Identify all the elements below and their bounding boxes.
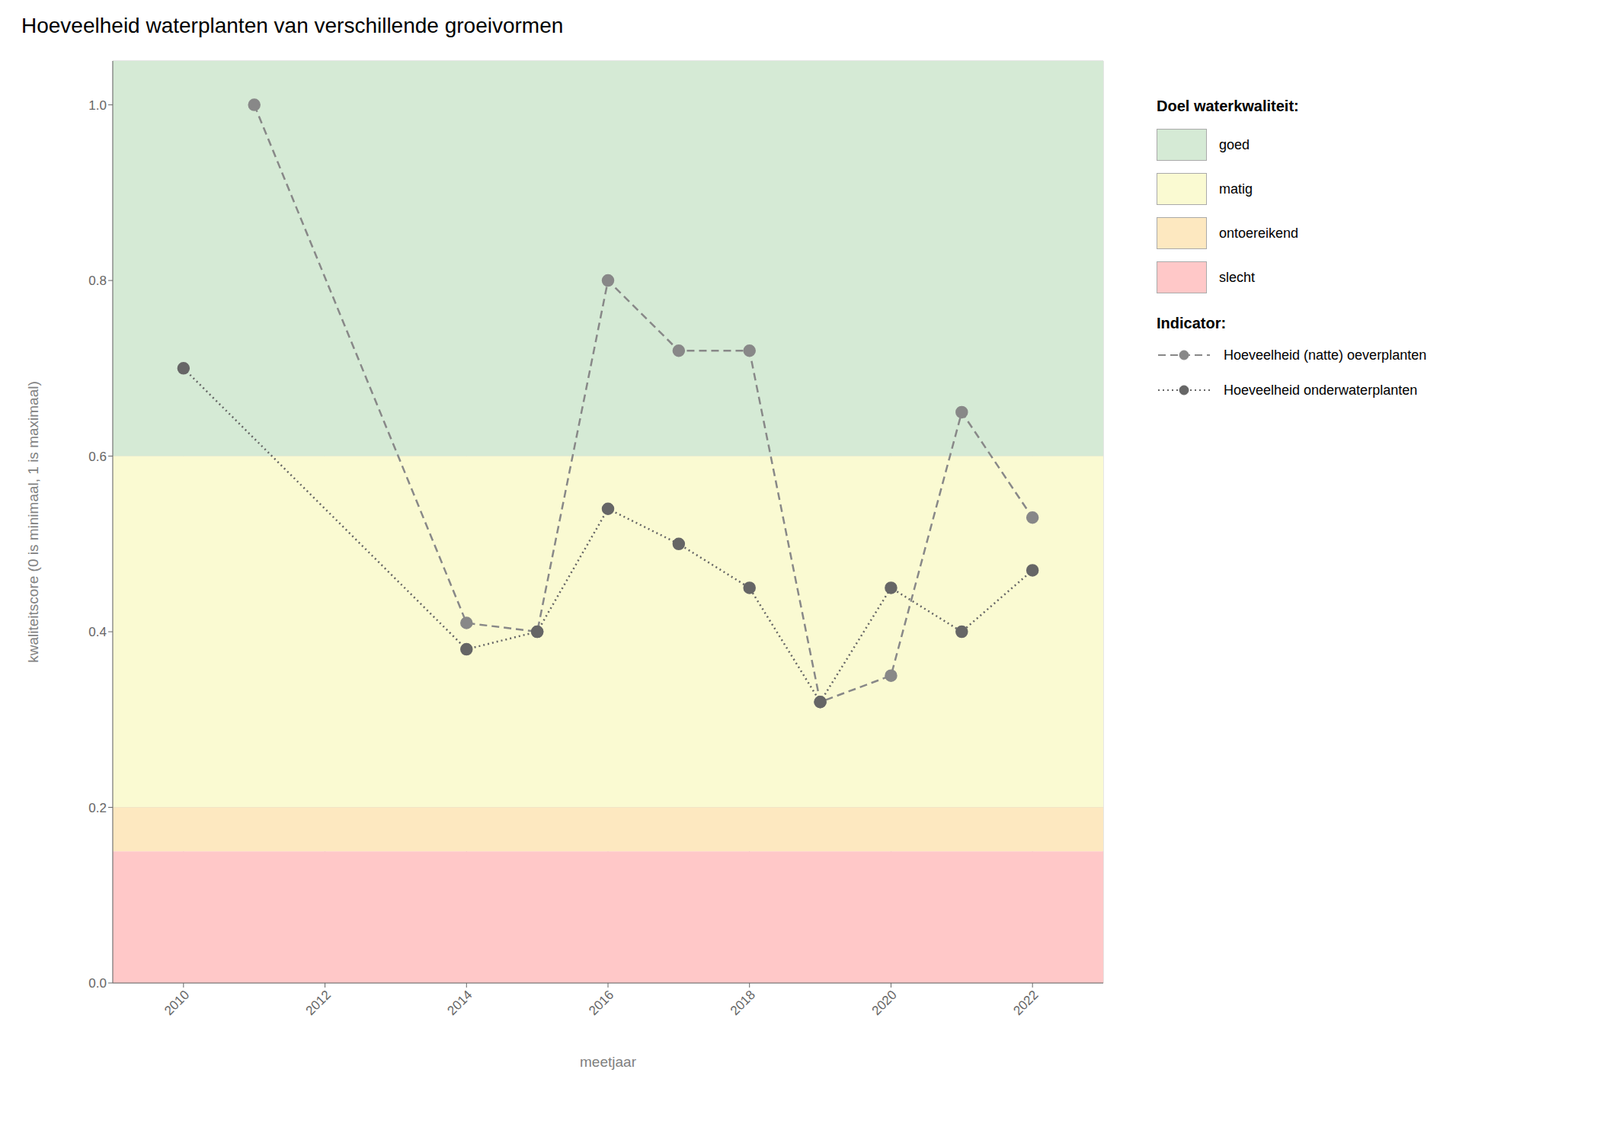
svg-text:2018: 2018 [727,987,759,1018]
svg-text:2016: 2016 [585,987,617,1018]
svg-text:0.0: 0.0 [88,976,107,991]
svg-text:0.6: 0.6 [88,449,107,464]
svg-text:2014: 2014 [444,987,475,1018]
svg-text:0.4: 0.4 [88,624,107,640]
html-text:Doel waterkwaliteit:: Doel waterkwaliteit: [1156,97,1299,115]
html-text:Hoeveelheid (natte) oeverplant: Hoeveelheid (natte) oeverplanten [1223,347,1427,363]
svg-text:meetjaar: meetjaar [579,1053,637,1070]
svg-text:2010: 2010 [161,987,192,1018]
html-text:Hoeveelheid onderwaterplanten: Hoeveelheid onderwaterplanten [1223,382,1418,398]
html-text:slecht: slecht [1219,269,1255,285]
svg-text:2012: 2012 [303,987,334,1018]
html-text:matig: matig [1219,180,1253,197]
svg-text:0.8: 0.8 [88,273,107,288]
html-text:goed: goed [1219,136,1250,152]
svg-text:kwaliteitscore (0 is minimaal,: kwaliteitscore (0 is minimaal, 1 is maxi… [25,380,42,663]
svg-text:2022: 2022 [1010,987,1041,1018]
svg-text:0.2: 0.2 [88,800,107,816]
html-text:ontoereikend: ontoereikend [1219,225,1299,241]
svg-text:2020: 2020 [869,987,900,1018]
html-text:Hoeveelheid waterplanten van v: Hoeveelheid waterplanten van verschillen… [21,13,564,38]
html-text:Indicator:: Indicator: [1156,314,1226,332]
svg-text:1.0: 1.0 [88,98,107,113]
